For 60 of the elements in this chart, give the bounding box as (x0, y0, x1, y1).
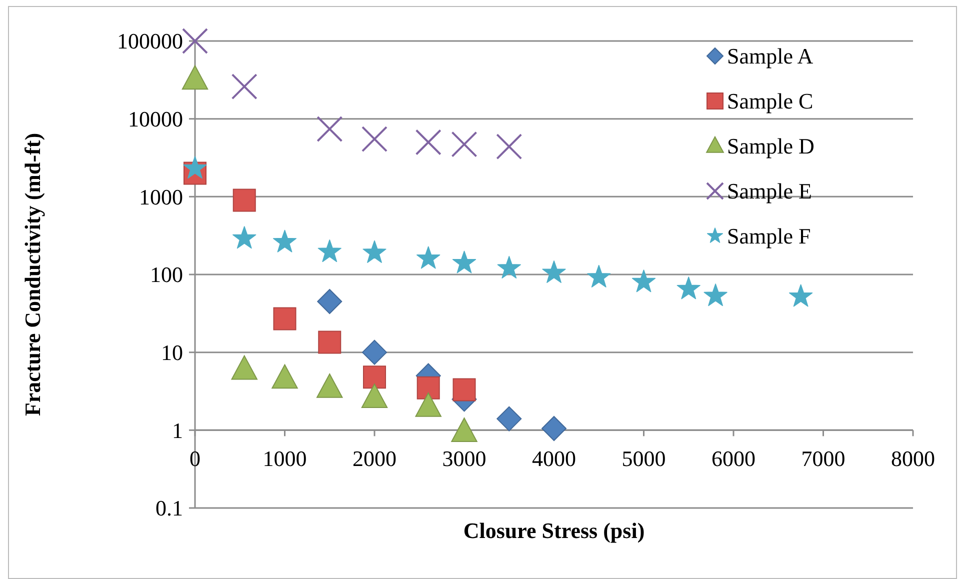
point (231, 355, 258, 380)
y-tick-label: 10 (161, 340, 183, 366)
x-tick-label: 7000 (801, 446, 846, 472)
point (415, 392, 442, 417)
point (416, 376, 440, 400)
point (318, 240, 342, 262)
x-tick-label: 2000 (352, 446, 396, 472)
x-tick-label: 5000 (622, 446, 666, 472)
point (632, 270, 656, 292)
point (272, 230, 297, 252)
point (451, 131, 478, 158)
x-tick-label: 0 (190, 446, 200, 472)
point (789, 284, 813, 307)
point (415, 129, 442, 156)
point (452, 378, 476, 402)
x-tick-label: 1000 (262, 446, 307, 472)
point (316, 374, 343, 398)
y-axis-title: Fracture Conductivity (md-ft) (20, 132, 45, 416)
legend-label: Sample A (727, 44, 814, 69)
point (704, 284, 728, 306)
x-tick-label: 8000 (891, 446, 935, 472)
y-tick-label: 10000 (128, 106, 183, 132)
point (497, 256, 521, 278)
legend-label: Sample F (727, 224, 811, 249)
point (182, 28, 208, 54)
point (676, 276, 700, 300)
x-tick-label: 3000 (442, 446, 486, 472)
y-tick-label: 0.1 (156, 496, 183, 521)
point (232, 226, 256, 249)
legend-label: Sample D (727, 134, 814, 159)
point (587, 264, 611, 288)
point (273, 307, 296, 330)
point (232, 188, 256, 212)
point (496, 134, 522, 160)
point (272, 364, 298, 389)
point (361, 384, 388, 408)
y-tick-label: 1 (172, 418, 183, 443)
legend-label: Sample C (727, 88, 814, 114)
point (496, 406, 522, 432)
point (451, 418, 478, 442)
x-tick-label: 6000 (712, 446, 756, 472)
point (317, 288, 342, 314)
point (362, 240, 386, 263)
point (542, 416, 566, 442)
point (452, 250, 476, 274)
point (318, 330, 342, 354)
y-tick-label: 100000 (117, 28, 183, 54)
x-axis-title: Closure Stress (psi) (463, 518, 645, 543)
point (416, 246, 440, 269)
point (183, 156, 207, 179)
legend-label: Sample E (727, 178, 812, 204)
x-tick-label: 4000 (532, 446, 576, 472)
point (363, 366, 386, 389)
point (362, 340, 387, 365)
point (316, 116, 343, 142)
point (542, 260, 566, 283)
y-tick-label: 100 (150, 262, 183, 288)
point (362, 126, 388, 152)
y-tick-label: 1000 (139, 184, 183, 210)
point (231, 74, 258, 100)
